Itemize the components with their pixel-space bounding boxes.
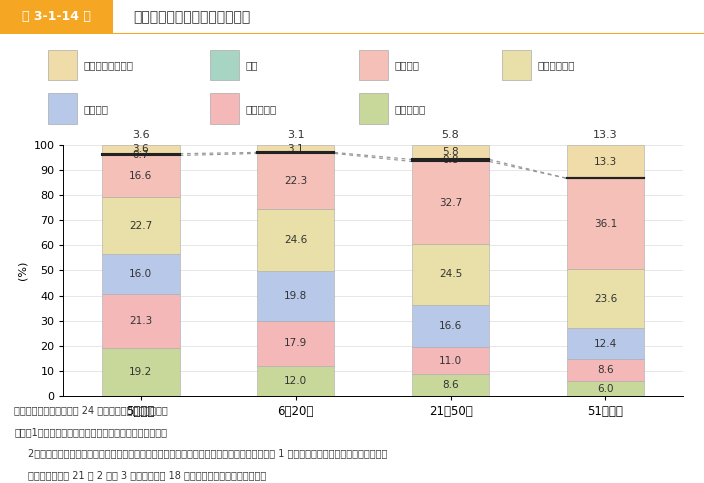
Text: 21.3: 21.3 — [129, 316, 153, 326]
Bar — [412, 374, 489, 396]
Text: 19.8: 19.8 — [284, 291, 308, 301]
FancyBboxPatch shape — [48, 94, 77, 124]
Bar — [412, 159, 489, 161]
Text: 6.0: 6.0 — [597, 384, 614, 394]
Text: 同一市町村: 同一市町村 — [395, 104, 426, 114]
Text: 3.6: 3.6 — [132, 144, 149, 154]
Text: 第 3-1-14 図: 第 3-1-14 図 — [22, 11, 91, 23]
Bar — [257, 144, 334, 153]
Text: 3.6: 3.6 — [132, 130, 150, 140]
Text: 資料：中小企業庁「平成 24 年中小企業実態基本調査」: 資料：中小企業庁「平成 24 年中小企業実態基本調査」 — [14, 405, 168, 415]
Bar — [102, 197, 180, 254]
Bar — [257, 153, 334, 154]
Text: る人、又は平成 21 年 2 月と 3 月にそれぞれ 18 日以上雇用している人をいう。: る人、又は平成 21 年 2 月と 3 月にそれぞれ 18 日以上雇用している人… — [28, 470, 266, 480]
Text: 36.1: 36.1 — [593, 219, 617, 228]
Text: （注）1．従業員規模は、常用雇用者数で判断している。: （注）1．従業員規模は、常用雇用者数で判断している。 — [14, 427, 167, 437]
Bar — [257, 366, 334, 396]
Text: 2．「常用雇用者」とは、正社員・正職員＋パート・アルバイト、期間を定めずに、若しくは 1 ヶ月を超える期間を定めて雇用してい: 2．「常用雇用者」とは、正社員・正職員＋パート・アルバイト、期間を定めずに、若し… — [28, 449, 387, 458]
Bar — [567, 328, 644, 359]
Text: 22.7: 22.7 — [129, 221, 153, 231]
Bar — [257, 321, 334, 366]
Text: 13.3: 13.3 — [593, 156, 617, 167]
Bar — [102, 144, 180, 154]
Text: 11.0: 11.0 — [439, 355, 462, 366]
Bar — [412, 145, 489, 159]
Text: 24.6: 24.6 — [284, 235, 308, 245]
Text: 8.6: 8.6 — [442, 380, 459, 390]
Text: 同一県内: 同一県内 — [84, 104, 109, 114]
Bar — [567, 269, 644, 328]
Text: 5.8: 5.8 — [442, 147, 459, 157]
Text: 国内全域: 国内全域 — [395, 60, 420, 70]
Bar — [102, 348, 180, 396]
Text: 16.6: 16.6 — [439, 321, 463, 331]
Text: 近隣市町村: 近隣市町村 — [246, 104, 277, 114]
Text: 22.3: 22.3 — [284, 176, 308, 186]
FancyBboxPatch shape — [359, 50, 388, 80]
Text: 3.1: 3.1 — [287, 130, 305, 140]
FancyBboxPatch shape — [210, 94, 239, 124]
FancyBboxPatch shape — [210, 50, 239, 80]
Text: 12.0: 12.0 — [284, 376, 307, 386]
Text: 16.0: 16.0 — [130, 269, 152, 279]
Bar — [567, 359, 644, 381]
Text: 5.8: 5.8 — [441, 130, 460, 140]
Text: 国内・海外問わず: 国内・海外問わず — [84, 60, 134, 70]
Text: 19.2: 19.2 — [129, 367, 153, 377]
Text: 0.8: 0.8 — [442, 156, 459, 166]
FancyBboxPatch shape — [501, 50, 531, 80]
Bar — [412, 243, 489, 305]
Text: 32.7: 32.7 — [439, 198, 463, 208]
Bar — [102, 156, 180, 197]
Bar — [257, 154, 334, 210]
Bar — [412, 347, 489, 374]
FancyBboxPatch shape — [0, 0, 113, 34]
Text: 17.9: 17.9 — [284, 339, 308, 348]
Bar — [102, 154, 180, 156]
Bar — [567, 145, 644, 178]
Bar — [412, 305, 489, 347]
Text: 12.4: 12.4 — [593, 339, 617, 349]
Bar — [412, 161, 489, 243]
Bar — [567, 381, 644, 396]
Bar — [257, 271, 334, 321]
FancyBboxPatch shape — [48, 50, 77, 80]
Text: 16.6: 16.6 — [129, 171, 153, 181]
Text: 23.6: 23.6 — [593, 294, 617, 304]
Text: 13.3: 13.3 — [593, 130, 617, 140]
Text: 3.1: 3.1 — [287, 143, 304, 154]
Text: 従業員規模別の商品の販売地域: 従業員規模別の商品の販売地域 — [134, 10, 251, 24]
Text: 海外: 海外 — [246, 60, 258, 70]
FancyBboxPatch shape — [359, 94, 388, 124]
Bar — [257, 210, 334, 271]
Text: 8.6: 8.6 — [597, 365, 614, 375]
Text: 24.5: 24.5 — [439, 270, 463, 279]
Bar — [567, 178, 644, 269]
Text: 0.7: 0.7 — [132, 150, 149, 159]
Text: 近隣都道府県: 近隣都道府県 — [537, 60, 574, 70]
Bar — [102, 294, 180, 348]
Y-axis label: (%): (%) — [18, 261, 27, 280]
Bar — [102, 254, 180, 294]
